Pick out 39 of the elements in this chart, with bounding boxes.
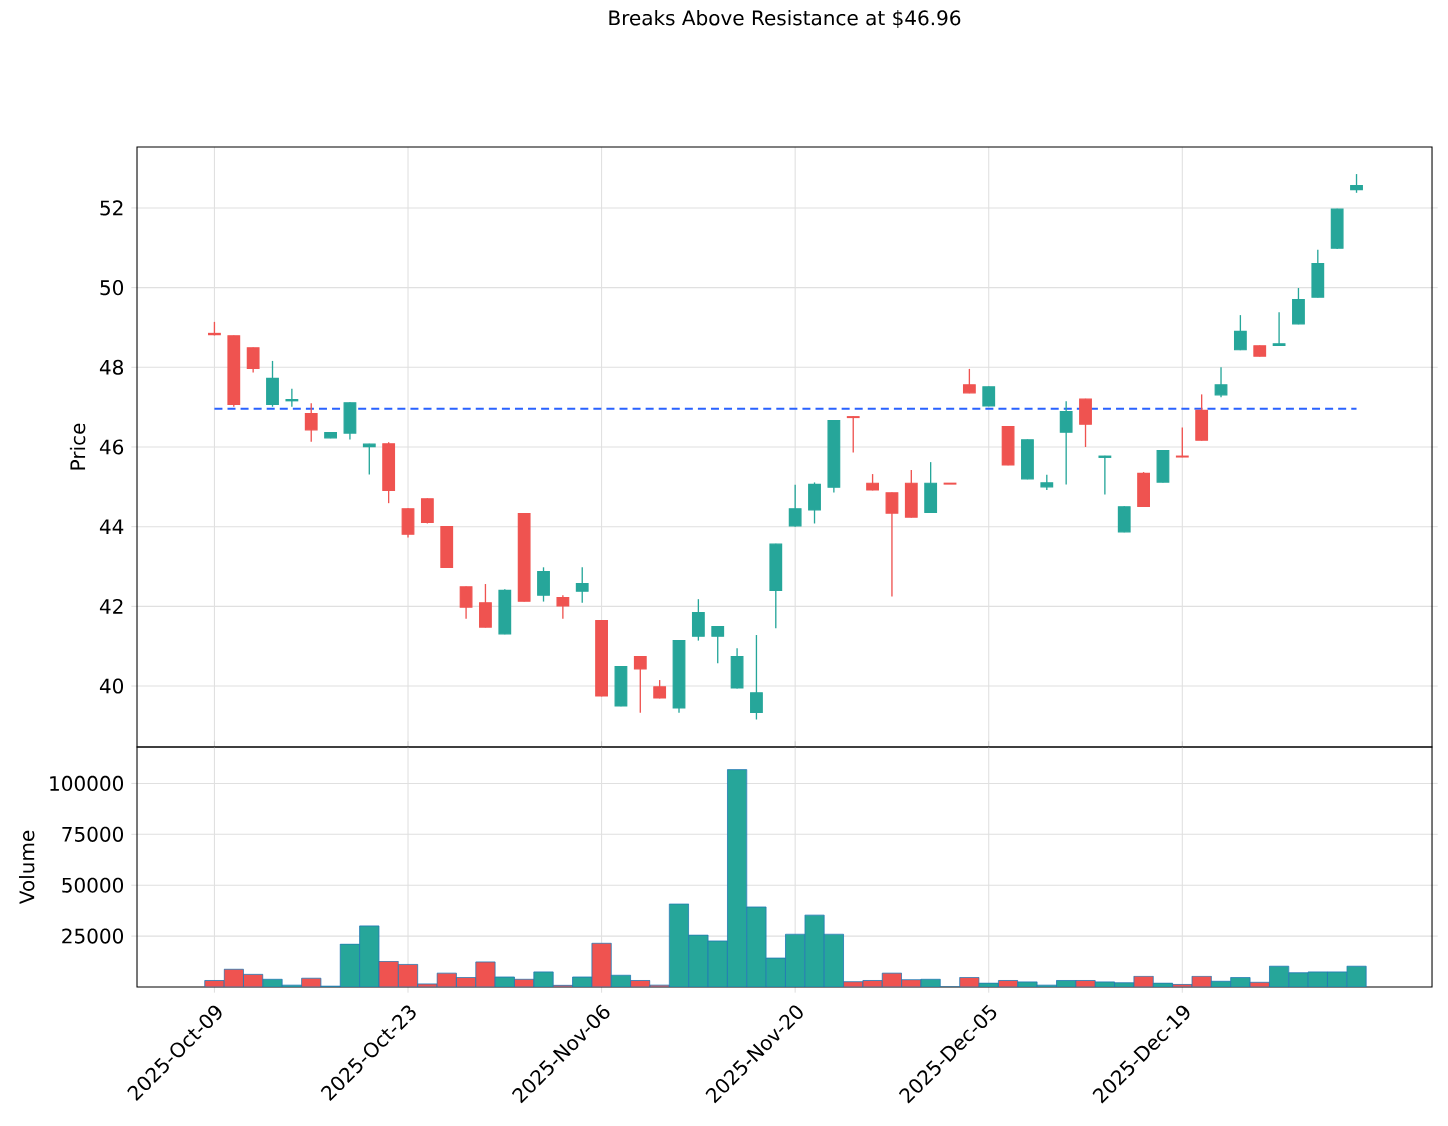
candlestick bbox=[711, 625, 725, 664]
chart-title: Breaks Above Resistance at $46.96 bbox=[609, 9, 961, 29]
candlestick bbox=[1272, 311, 1286, 347]
candlestick bbox=[304, 402, 318, 443]
y-tick-label: 40 bbox=[99, 678, 124, 694]
candlestick bbox=[575, 566, 589, 604]
candlestick bbox=[962, 368, 976, 394]
candlestick bbox=[788, 484, 802, 528]
y-tick-label: 75000 bbox=[62, 826, 124, 842]
y-tick-label: 44 bbox=[99, 519, 124, 534]
y-tick-label: 52 bbox=[100, 200, 123, 216]
candlestick bbox=[285, 388, 299, 408]
candlestick bbox=[691, 598, 705, 642]
candlestick bbox=[420, 497, 434, 525]
candlestick bbox=[633, 655, 647, 714]
candlestick bbox=[1098, 455, 1112, 496]
candlestick bbox=[556, 594, 570, 620]
y-tick-label: 25000 bbox=[62, 928, 124, 944]
y-tick-label: 50 bbox=[100, 280, 124, 296]
candlestick bbox=[846, 415, 860, 454]
candlestick bbox=[537, 566, 550, 603]
candlestick bbox=[1233, 314, 1247, 351]
y-tick-label: 50000 bbox=[62, 877, 124, 893]
y-tick-label: 100000 bbox=[50, 775, 124, 791]
candlestick bbox=[750, 634, 763, 721]
y-tick-label: 46 bbox=[99, 439, 124, 455]
y-axis-title: Price bbox=[69, 423, 86, 470]
candlestick bbox=[982, 385, 996, 408]
y-tick-label: 42 bbox=[99, 598, 123, 614]
y-axis-title: Volume bbox=[18, 830, 35, 905]
y-tick-label: 48 bbox=[99, 359, 124, 375]
candlestick bbox=[1214, 366, 1228, 398]
candlestick bbox=[246, 346, 260, 374]
candlestick bbox=[653, 679, 667, 700]
candlestick bbox=[885, 491, 899, 598]
candlestick bbox=[459, 585, 473, 620]
candlestick bbox=[1175, 426, 1189, 459]
candlestick bbox=[1059, 400, 1073, 486]
candlestick bbox=[1350, 173, 1363, 194]
